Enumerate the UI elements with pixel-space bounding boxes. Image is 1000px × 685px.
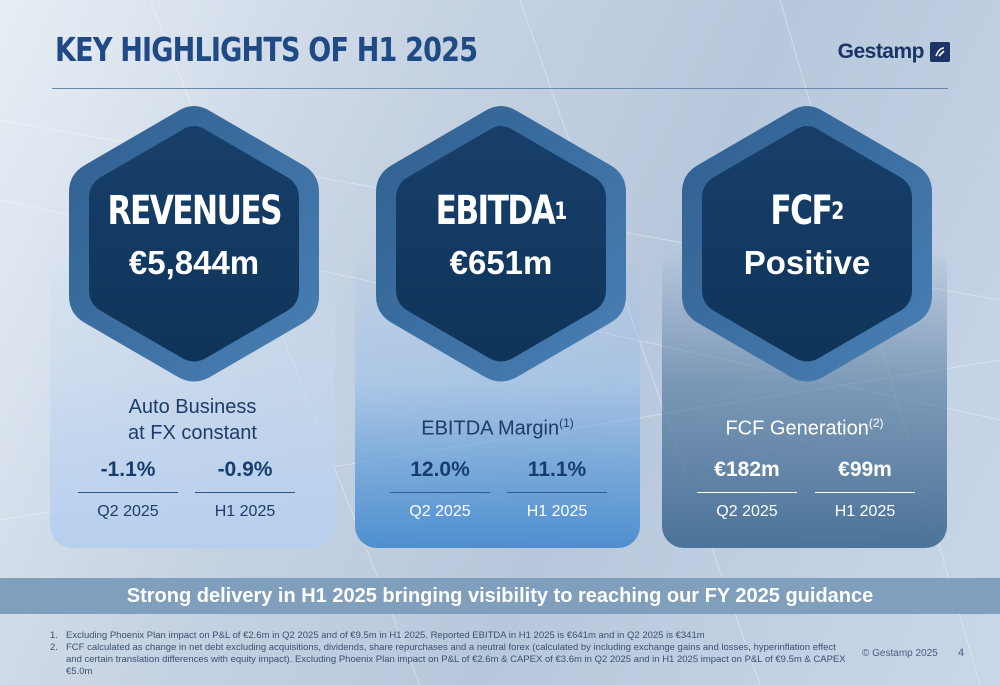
ebitda-label: EBITDA1 [435, 188, 567, 234]
fcf-h1-metric: €99m H1 2025 [815, 456, 915, 523]
fcf-value: Positive [743, 244, 871, 281]
revenues-label: REVENUES [107, 188, 282, 234]
ebitda-q2-metric: 12.0% Q2 2025 [390, 456, 490, 523]
fcf-kpi: FCF2 Positive [678, 185, 936, 283]
page-number: 4 [958, 647, 965, 659]
fcf-label: FCF2 [770, 188, 844, 234]
page-title: KEY HIGHLIGHTS OF H1 2025 [55, 30, 478, 69]
revenues-value: €5,844m [128, 244, 260, 281]
footnote-1: 1. Excluding Phoenix Plan impact on P&L … [50, 630, 705, 641]
ebitda-value: €651m [449, 244, 553, 281]
ebitda-h1-metric: 11.1% H1 2025 [507, 456, 607, 523]
fcf-footnote-ref: 2 [830, 197, 844, 225]
company-logo: Gestamp [838, 40, 950, 64]
fcf-subtitle: FCF Generation(2) [725, 416, 884, 440]
logo-text: Gestamp [837, 40, 925, 63]
revenues-h1-metric: -0.9% H1 2025 [195, 456, 295, 523]
footnote-2: 2. FCF calculated as change in net debt … [50, 642, 846, 677]
fcf-q2-metric: €182m Q2 2025 [697, 456, 797, 523]
ebitda-hexagon [376, 106, 626, 382]
copyright: © Gestamp 2025 [862, 648, 938, 659]
fcf-hexagon [682, 106, 932, 382]
ebitda-footnote-ref: 1 [553, 197, 567, 225]
revenues-subtitle: Auto Business at FX constant [128, 396, 257, 444]
revenues-kpi: REVENUES €5,844m [65, 185, 323, 283]
summary-banner: Strong delivery in H1 2025 bringing visi… [0, 578, 1000, 614]
footnotes: 1. Excluding Phoenix Plan impact on P&L … [50, 630, 850, 678]
ebitda-subtitle: EBITDA Margin(1) [421, 416, 574, 440]
ebitda-kpi: EBITDA1 €651m [372, 185, 630, 283]
title-divider [52, 88, 948, 89]
revenues-q2-metric: -1.1% Q2 2025 [78, 456, 178, 523]
logo-mark-icon [930, 42, 950, 62]
revenues-hexagon [69, 106, 319, 382]
